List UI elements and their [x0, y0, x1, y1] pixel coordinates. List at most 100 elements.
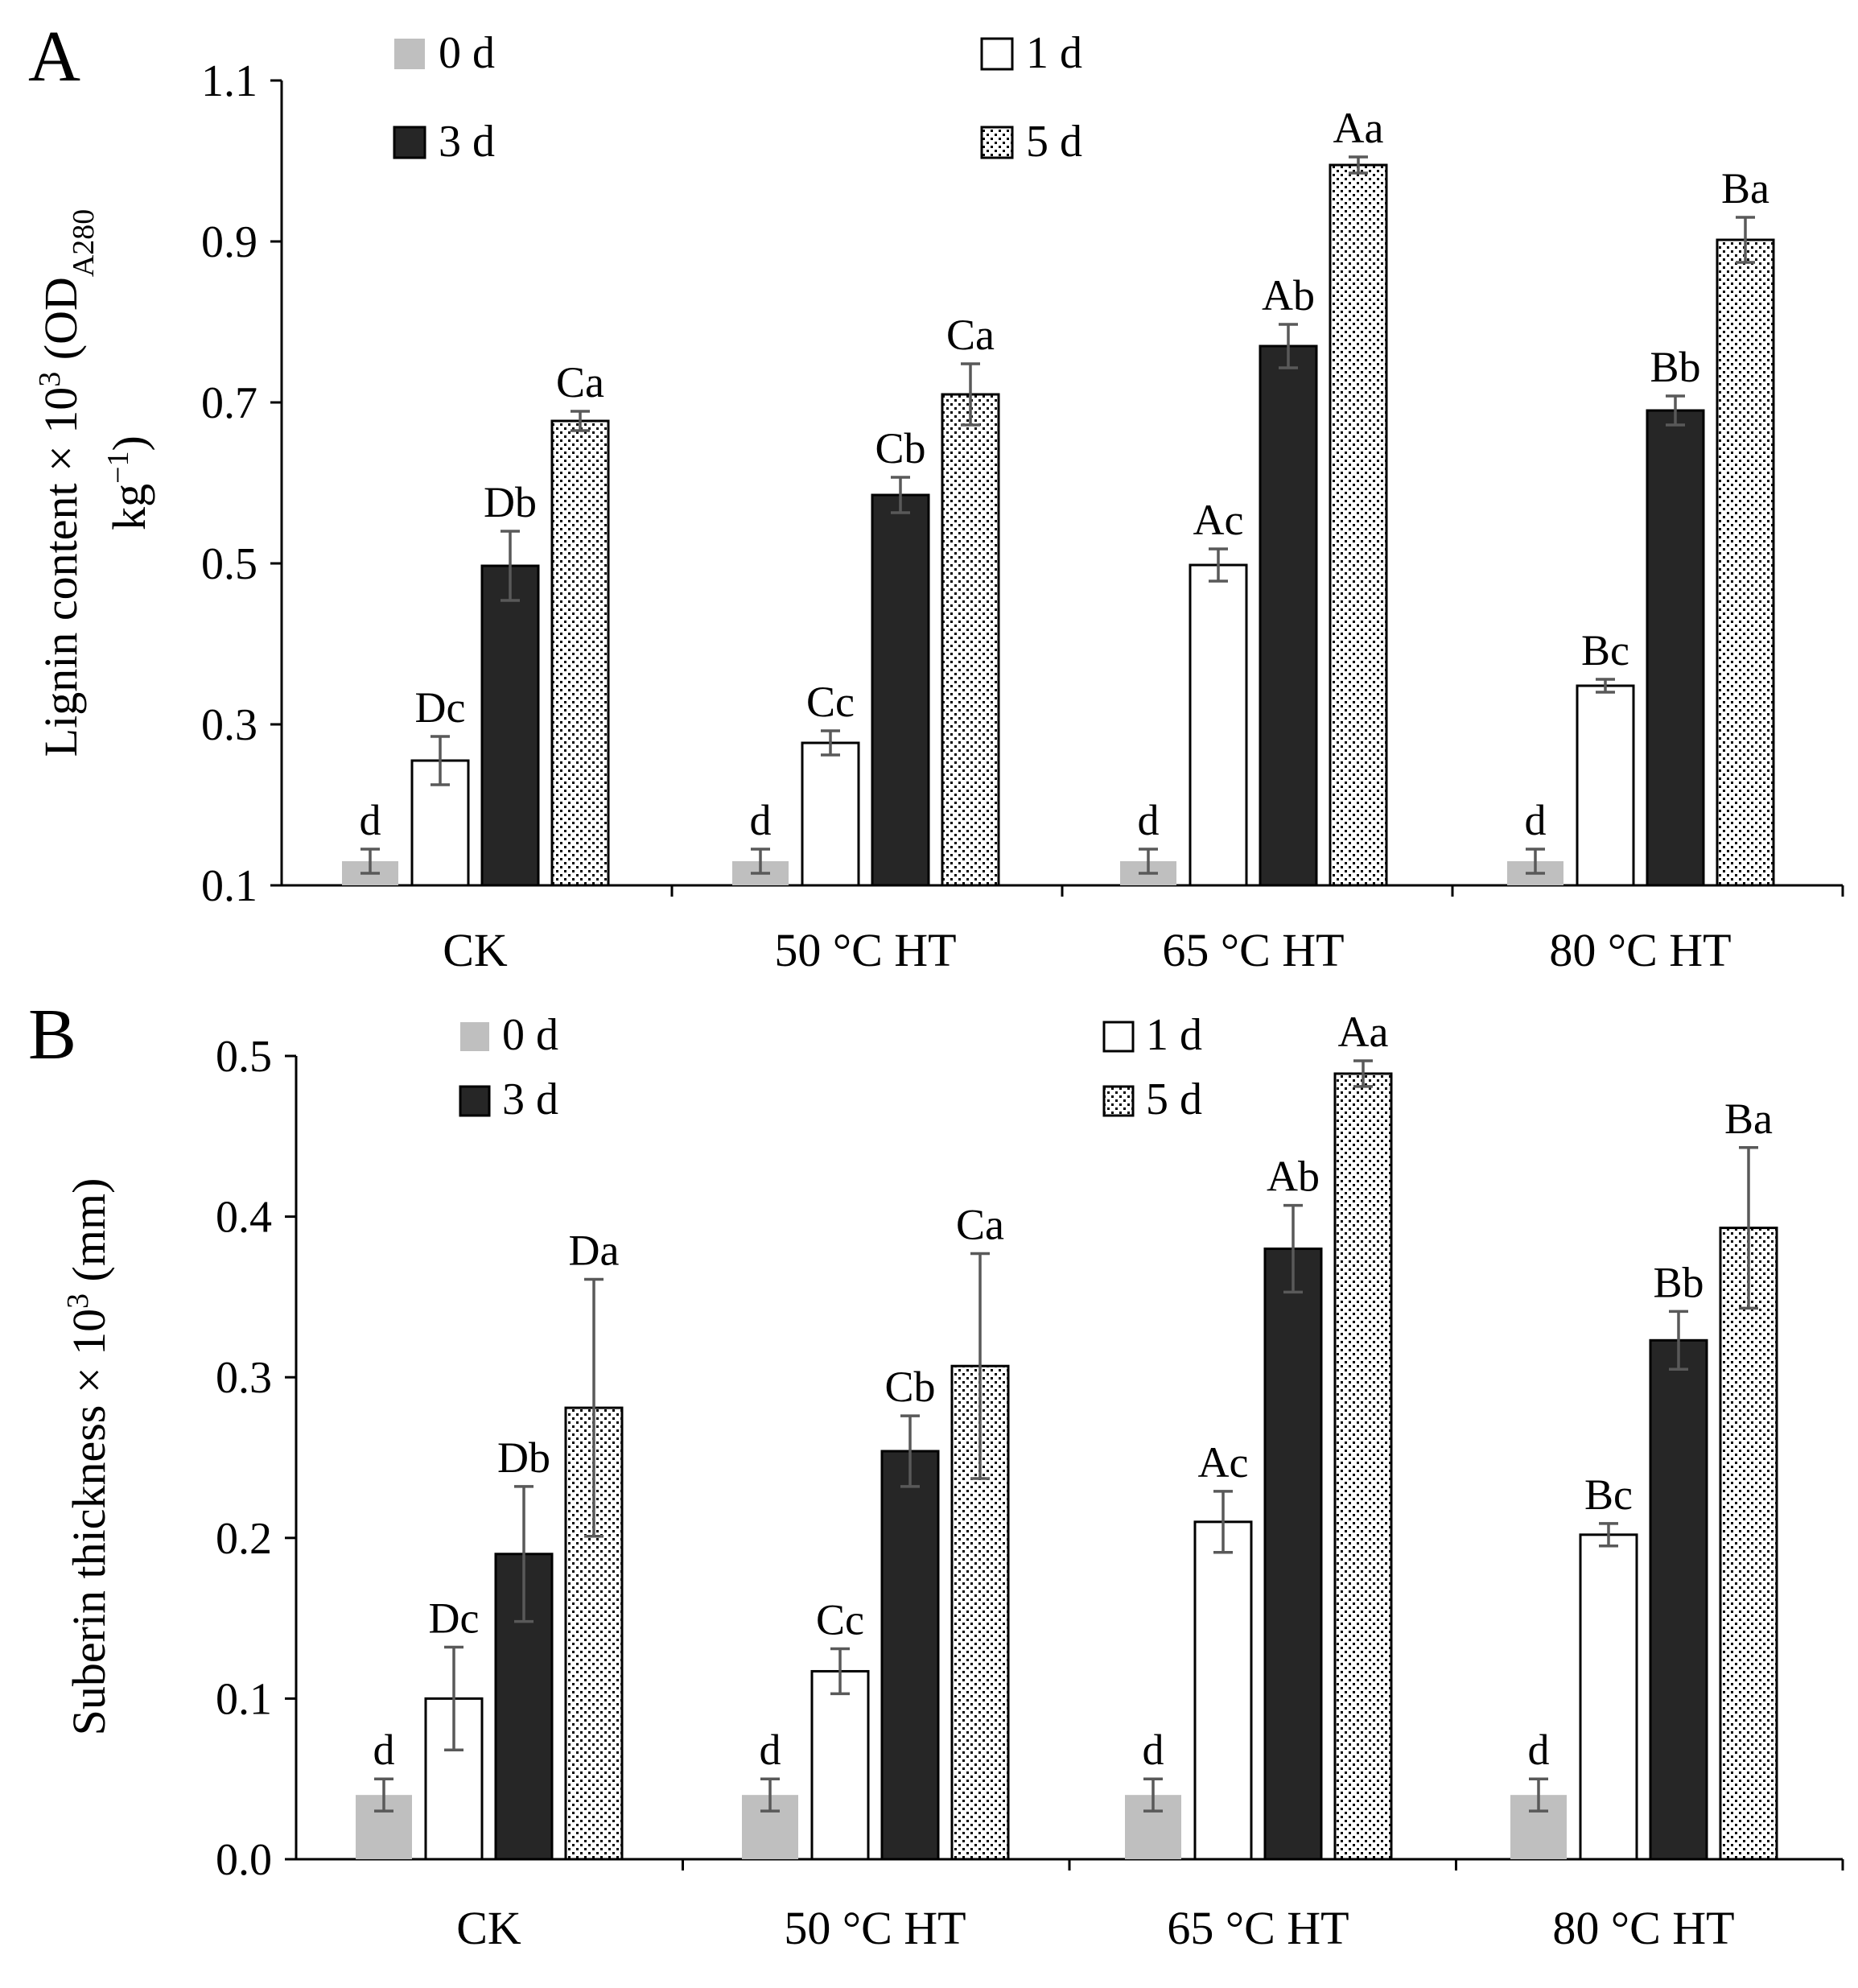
bar-5d [941, 393, 1000, 887]
legend-label: 5 d [1146, 1074, 1202, 1124]
significance-label: d [750, 796, 772, 844]
category-label: 50 °C HT [784, 1902, 966, 1954]
panel-a-lignin-chart: A 0.1 0.3 0.5 0.7 0.9 1.1 CK 50 °C HT 65 °C HT 80 … [28, 17, 1844, 976]
y-tick-label: 0.0 [216, 1835, 272, 1885]
legend-swatch [980, 126, 1014, 159]
bar-5d [1329, 163, 1388, 887]
y-axis-title-main: Lignin content × 10 [35, 387, 87, 757]
y-tick-label: 0.4 [216, 1193, 272, 1243]
bar-1d [1576, 684, 1635, 887]
bar-5d [1716, 238, 1775, 887]
significance-label: Aa [1333, 104, 1384, 152]
y-tick-label: 0.5 [216, 1032, 272, 1082]
bar-5d [1719, 1227, 1778, 1861]
significance-label: d [760, 1726, 781, 1774]
y-tick-label: 1.1 [201, 56, 257, 106]
legend-label: 0 d [439, 28, 495, 78]
significance-label: Ca [556, 358, 604, 406]
significance-label: Db [484, 478, 537, 526]
legend-label: 3 d [502, 1074, 558, 1124]
category-label: 50 °C HT [774, 924, 956, 976]
significance-label: Ca [956, 1201, 1004, 1249]
significance-label: d [373, 1726, 395, 1774]
category-label: 65 °C HT [1162, 924, 1344, 976]
legend-swatch [980, 37, 1014, 71]
bar-3d [1649, 1338, 1708, 1861]
y-tick-label: 0.1 [201, 861, 257, 911]
legend-label: 0 d [502, 1010, 558, 1060]
bar-3d [480, 564, 540, 887]
bar-1d [810, 1669, 870, 1861]
significance-label: Dc [429, 1594, 480, 1643]
legend-swatch [1102, 1021, 1135, 1053]
y-tick-label: 0.9 [201, 217, 257, 267]
bar-5d [1333, 1072, 1393, 1861]
legend-label: 3 d [439, 117, 495, 167]
legend-label: 5 d [1026, 117, 1082, 167]
y-axis-title-sup: 3 [33, 372, 67, 387]
bar-1d [801, 741, 860, 887]
bar-1d [1579, 1533, 1638, 1861]
panel-letter: B [28, 995, 76, 1074]
y-tick-label: 0.2 [216, 1514, 272, 1564]
bar-3d [1263, 1248, 1323, 1861]
legend-label: 1 d [1026, 28, 1082, 78]
y-axis-title-sup: 3 [61, 1293, 95, 1309]
significance-label: Ba [1724, 1095, 1773, 1143]
legend-label: 1 d [1146, 1010, 1202, 1060]
significance-label: Cc [806, 678, 855, 726]
bar-1d [1189, 563, 1248, 887]
significance-label: Db [497, 1433, 550, 1482]
significance-label: d [1138, 796, 1160, 844]
y-tick-label: 0.5 [201, 539, 257, 589]
category-label: CK [443, 924, 508, 976]
category-label: CK [456, 1902, 521, 1954]
category-label: 80 °C HT [1549, 924, 1731, 976]
significance-label: Bc [1584, 1470, 1633, 1519]
bar-3d [871, 493, 930, 887]
y-tick-label: 0.7 [201, 378, 257, 428]
legend-swatch [459, 1085, 491, 1117]
y-axis-title-unit: (mm) [63, 1178, 115, 1293]
legend-swatch [393, 126, 426, 159]
y-axis-title: Suberin thickness × 103 (mm) [61, 1178, 115, 1736]
significance-label: Bb [1650, 343, 1700, 391]
bar-3d [1646, 409, 1705, 887]
y-axis-title-unit: (OD [35, 277, 87, 372]
legend-swatch [1102, 1085, 1135, 1117]
significance-label: d [1143, 1726, 1164, 1774]
significance-label: Bc [1581, 626, 1629, 674]
bar-1d [1193, 1520, 1253, 1861]
legend-swatch [460, 1022, 489, 1051]
significance-label: Ab [1262, 271, 1315, 320]
y-axis-title-line2-sup: −1 [101, 451, 135, 483]
significance-label: Ca [946, 311, 995, 359]
significance-label: d [1525, 796, 1547, 844]
y-tick-label: 0.3 [201, 700, 257, 750]
significance-label: d [1528, 1726, 1550, 1774]
y-axis-title-sub: A280 [67, 209, 101, 277]
y-tick-label: 0.1 [216, 1674, 272, 1724]
y-axis-title-line2: kg [103, 484, 155, 530]
significance-label: Cb [884, 1363, 935, 1411]
category-label: 80 °C HT [1552, 1902, 1734, 1954]
significance-label: Ab [1267, 1153, 1320, 1201]
legend: 0 d 1 d 3 d 5 d [459, 1010, 1202, 1124]
significance-label: Ac [1193, 496, 1244, 544]
y-axis-title: Lignin content × 103 (ODA280 kg−1) [33, 209, 155, 757]
significance-label: Cc [816, 1596, 864, 1644]
panel-b-suberin-chart: B 0.0 0.1 0.2 0.3 0.4 0.5 CK 50 °C HT 65 °C HT 80 … [28, 995, 1844, 1954]
significance-label: Aa [1338, 1008, 1389, 1056]
significance-label: Dc [415, 683, 466, 732]
significance-label: Cb [875, 424, 925, 472]
panel-letter: A [28, 17, 80, 97]
y-tick-label: 0.3 [216, 1353, 272, 1403]
significance-label: Ba [1721, 164, 1769, 212]
significance-label: Da [569, 1226, 620, 1274]
bar-5d [550, 419, 610, 887]
y-axis-title-line2-close: ) [103, 435, 155, 451]
significance-label: Bb [1653, 1258, 1704, 1306]
y-axis-title-main: Suberin thickness × 10 [63, 1309, 115, 1736]
legend: 0 d 1 d 3 d 5 d [393, 28, 1082, 167]
